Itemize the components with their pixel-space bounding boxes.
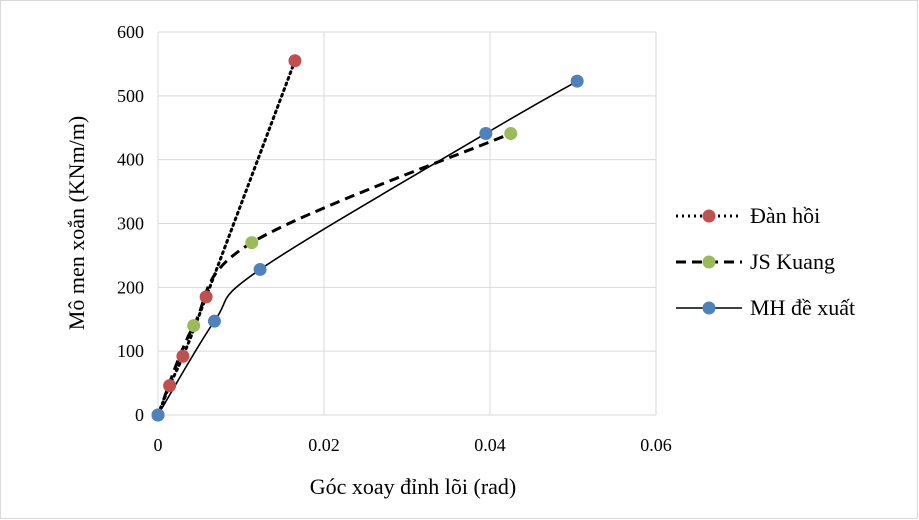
x-axis-title: Góc xoay đỉnh lõi (rad) [310, 474, 517, 499]
data-point [504, 126, 518, 140]
data-point [151, 408, 165, 422]
series-line-2 [157, 80, 578, 416]
y-tick-label: 200 [117, 277, 144, 297]
x-tick-label: 0.06 [640, 435, 672, 455]
x-tick-label: 0.02 [308, 435, 340, 455]
y-tick-label: 400 [117, 150, 144, 170]
legend-marker [702, 301, 716, 315]
data-point [245, 236, 259, 250]
data-point [199, 290, 213, 304]
y-tick-label: 500 [117, 86, 144, 106]
y-tick-label: 600 [117, 22, 144, 42]
y-tick-label: 100 [117, 341, 144, 361]
y-tick-label: 0 [135, 405, 144, 425]
series-lines [156, 59, 578, 417]
grid [157, 31, 657, 416]
series-line-1 [156, 132, 512, 416]
tick-labels: 0 100 200 300 400 500 600 0 0.02 0.04 0.06 [117, 22, 672, 455]
data-point [207, 314, 221, 328]
y-tick-label: 300 [117, 214, 144, 234]
legend-label: Đàn hồi [750, 203, 820, 228]
y-axis-title: Mô men xoắn (KNm/m) [64, 116, 89, 330]
legend: Đàn hồi JS Kuang MH đề xuất [676, 203, 855, 320]
data-point [176, 349, 190, 363]
x-tick-label: 0 [154, 435, 163, 455]
data-point [570, 74, 584, 88]
legend-marker [702, 255, 716, 269]
data-point [288, 54, 302, 68]
data-point [253, 262, 267, 276]
legend-label: JS Kuang [750, 249, 835, 274]
series-markers [151, 54, 584, 422]
x-tick-label: 0.04 [474, 435, 506, 455]
legend-marker [702, 209, 716, 223]
data-point [187, 319, 201, 333]
series-line-0 [156, 59, 297, 417]
legend-label: MH đề xuất [750, 295, 855, 320]
data-point [479, 126, 493, 140]
data-point [163, 379, 177, 393]
